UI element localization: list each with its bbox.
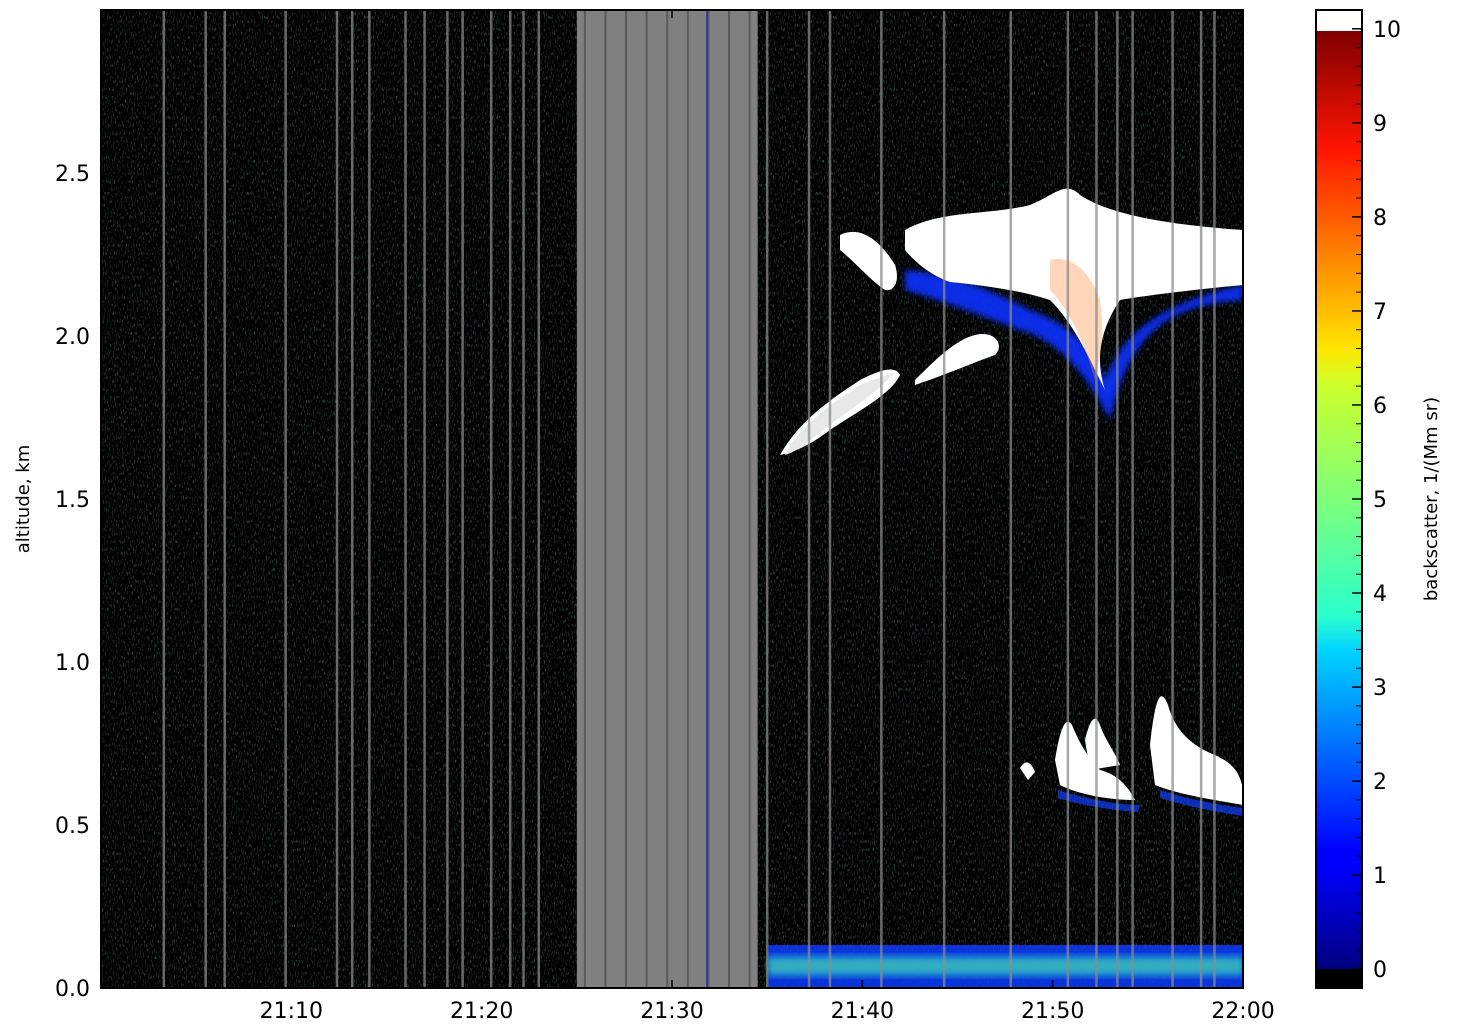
colorbar-tick-label: 3 <box>1373 676 1387 701</box>
y-tick-label: 0.0 <box>55 977 90 1002</box>
colorbar-tick-label: 1 <box>1373 864 1387 889</box>
colorbar-tick-label: 6 <box>1373 394 1387 419</box>
profile-lines <box>162 10 1216 988</box>
cloud-layer <box>780 188 1243 455</box>
colorbar-under <box>1316 969 1362 988</box>
colorbar-tick-label: 9 <box>1373 112 1387 137</box>
x-tick-label: 21:50 <box>1021 999 1084 1024</box>
y-tick-label: 0.5 <box>55 814 90 839</box>
colorbar-tick-label: 2 <box>1373 770 1387 795</box>
colorbar-tick-label: 7 <box>1373 300 1387 325</box>
x-axis: 21:10 21:20 21:30 21:40 21:50 22:00 <box>260 10 1275 1024</box>
colorbar: 0 1 2 3 4 5 6 7 8 9 10 <box>1315 9 1401 989</box>
colorbar-gradient <box>1316 31 1362 969</box>
y-tick-label: 2.5 <box>55 162 90 187</box>
colorbar-tick-label: 8 <box>1373 206 1387 231</box>
x-tick-label: 21:20 <box>450 999 513 1024</box>
x-tick-label: 21:40 <box>831 999 894 1024</box>
x-tick-label: 21:10 <box>260 999 323 1024</box>
colorbar-tick-label: 5 <box>1373 488 1387 513</box>
y-axis: 0.0 0.5 1.0 1.5 2.0 2.5 <box>55 162 1243 1002</box>
colorbar-tick-label: 10 <box>1373 18 1401 43</box>
y-tick-label: 2.0 <box>55 325 90 350</box>
y-tick-label: 1.5 <box>55 488 90 513</box>
colorbar-label: backscatter, 1/(Mm sr) <box>1421 397 1442 601</box>
y-axis-label: altitude, km <box>13 445 34 553</box>
surface-layer <box>768 945 1243 988</box>
colorbar-over <box>1316 10 1362 31</box>
x-tick-label: 22:00 <box>1211 999 1274 1024</box>
y-tick-label: 1.0 <box>55 651 90 676</box>
x-tick-label: 21:30 <box>640 999 703 1024</box>
colorbar-tick-label: 0 <box>1373 958 1387 983</box>
colorbar-tick-label: 4 <box>1373 582 1387 607</box>
